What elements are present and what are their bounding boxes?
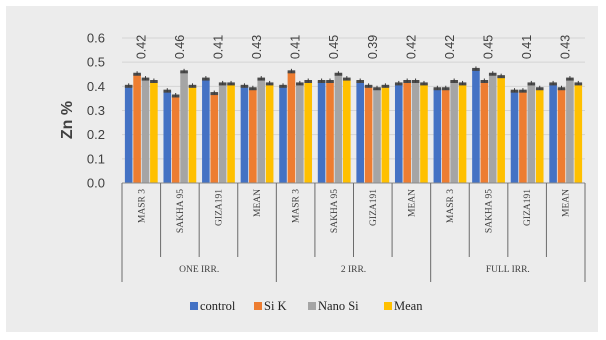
data-label: 0.45 <box>482 35 496 59</box>
bar-si-k <box>557 88 566 183</box>
category-label: MASR 3 <box>292 189 302 223</box>
bar-control <box>356 81 364 183</box>
legend-swatch <box>384 302 392 310</box>
bar-mean <box>265 83 274 183</box>
category-label: MEAN <box>407 189 417 217</box>
bar-nano-si <box>180 71 188 183</box>
bar-si-k <box>210 93 219 183</box>
bar-nano-si <box>334 74 343 183</box>
category-label: SAKHA 95 <box>485 189 495 233</box>
bar-si-k <box>133 74 141 183</box>
bar-nano-si <box>527 83 536 183</box>
bar-control <box>124 86 133 183</box>
legend: control Si K Nano Si Mean <box>190 299 423 313</box>
bar-si-k <box>171 96 180 183</box>
category-label: MASR 3 <box>446 189 456 223</box>
y-tick-label: 0.4 <box>87 79 105 94</box>
category-label: MEAN <box>562 189 572 217</box>
bar-mean <box>535 88 544 183</box>
legend-label: Si K <box>264 299 287 313</box>
bar-nano-si <box>450 81 458 183</box>
legend-label: control <box>200 299 236 313</box>
y-tick-label: 0.5 <box>87 55 105 70</box>
category-label: GIZA191 <box>523 189 533 226</box>
bar-nano-si <box>488 74 497 183</box>
bar-mean <box>574 83 583 183</box>
y-tick-label: 0.2 <box>87 127 105 142</box>
bar-control <box>202 79 210 183</box>
bar-si-k <box>403 81 411 183</box>
bars <box>124 66 583 183</box>
data-label: 0.42 <box>134 35 148 59</box>
bar-si-k <box>249 88 257 183</box>
bar-control <box>163 91 172 183</box>
bar-nano-si <box>411 81 420 183</box>
data-label: 0.45 <box>327 35 341 59</box>
y-tick-label: 0.3 <box>87 103 105 118</box>
bar-si-k <box>287 71 296 183</box>
legend-label: Mean <box>394 299 423 313</box>
bar-control <box>549 83 557 183</box>
bar-nano-si <box>296 83 304 183</box>
category-label: SAKHA 95 <box>176 189 186 233</box>
data-label: 0.42 <box>443 35 457 59</box>
bar-mean <box>343 79 351 183</box>
bar-mean <box>420 83 428 183</box>
bar-si-k <box>326 81 334 183</box>
category-label: GIZA191 <box>369 189 379 226</box>
bar-nano-si <box>566 79 574 183</box>
gridlines <box>122 37 585 160</box>
category-label: SAKHA 95 <box>330 189 340 233</box>
bar-control <box>510 91 519 183</box>
bar-si-k <box>441 88 450 183</box>
bar-control <box>317 81 326 183</box>
x-axis: MASR 3 SAKHA 95 GIZA191 MEAN MASR 3 SAKHA 95 G… <box>121 182 586 282</box>
bar-control <box>279 86 287 183</box>
data-label: 0.41 <box>289 35 303 59</box>
category-label: MEAN <box>253 189 263 217</box>
bar-nano-si <box>257 79 266 183</box>
data-label: 0.42 <box>404 35 418 59</box>
bar-mean <box>381 86 390 183</box>
data-label: 0.43 <box>559 35 573 59</box>
bar-control <box>472 69 480 183</box>
bar-mean <box>188 86 197 183</box>
data-labels: 0.42 0.46 0.41 0.43 0.41 0.45 0.39 0.42 0.42 0.45… <box>134 35 572 59</box>
data-label: 0.41 <box>520 35 534 59</box>
bar-mean <box>304 81 313 183</box>
bar-nano-si <box>141 79 150 183</box>
legend-label: Nano Si <box>318 299 359 313</box>
y-tick-label: 0.1 <box>87 151 105 166</box>
category-label: GIZA191 <box>214 189 224 226</box>
bar-mean <box>497 76 505 183</box>
group-label: 2 IRR. <box>341 265 366 275</box>
bar-mean <box>227 83 235 183</box>
data-label: 0.41 <box>211 35 225 59</box>
bar-control <box>240 86 249 183</box>
y-axis-label: Zn % <box>59 101 76 139</box>
data-label: 0.46 <box>173 35 187 59</box>
bar-si-k <box>519 91 527 183</box>
bar-mean <box>150 81 158 183</box>
legend-swatch <box>254 302 262 310</box>
data-label: 0.39 <box>366 35 380 59</box>
y-tick-label: 0.6 <box>87 31 105 46</box>
group-label: ONE IRR. <box>179 265 219 275</box>
group-label: FULL IRR. <box>486 265 530 275</box>
bar-nano-si <box>218 83 227 183</box>
y-tick-label: 0.0 <box>87 176 105 191</box>
bar-mean <box>458 83 467 183</box>
bar-control <box>394 83 403 183</box>
legend-swatch <box>190 302 198 310</box>
bar-si-k <box>480 81 489 183</box>
bar-nano-si <box>373 88 381 183</box>
bar-si-k <box>364 86 373 183</box>
legend-swatch <box>308 302 316 310</box>
category-label: MASR 3 <box>137 189 147 223</box>
data-label: 0.43 <box>250 35 264 59</box>
bar-control <box>433 88 442 183</box>
y-axis: 0.0 0.1 0.2 0.3 0.4 0.5 0.6 <box>87 31 105 191</box>
